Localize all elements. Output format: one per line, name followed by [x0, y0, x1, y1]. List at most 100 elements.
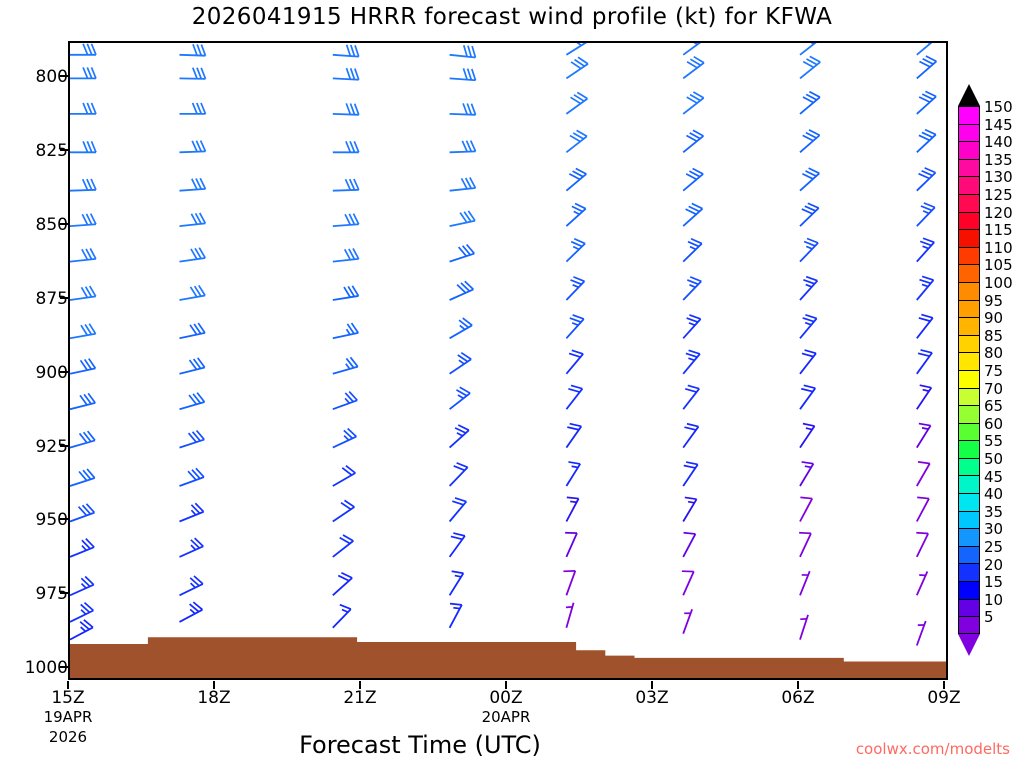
wind-barb: [70, 619, 94, 641]
wind-barb: [332, 499, 355, 523]
x-axis-tick-mark: [67, 681, 69, 689]
wind-barb: [70, 323, 97, 340]
wind-barb: [565, 314, 585, 339]
wind-barb: [916, 384, 933, 410]
wind-barb: [682, 608, 693, 635]
wind-barb: [915, 571, 929, 596]
legend-value-label: 15: [984, 573, 1004, 592]
x-axis-date-label: 20APR: [481, 708, 531, 726]
wind-barb: [448, 532, 466, 558]
legend-color-swatch: [958, 246, 980, 265]
legend-color-swatch: [958, 229, 980, 247]
x-axis-tick-mark: [943, 681, 945, 689]
x-axis-tick-label: 03Z: [635, 688, 669, 708]
wind-barb: [332, 390, 358, 411]
legend-value-label: 70: [984, 379, 1004, 398]
y-axis-tick-mark: [60, 370, 69, 373]
wind-barb: [682, 314, 702, 339]
legend-bottom-arrow-icon: [958, 634, 980, 656]
legend-value-label: 5: [984, 608, 994, 627]
wind-barb: [70, 538, 95, 558]
y-axis-tick-label: 975: [35, 584, 68, 605]
legend-value-label: 40: [984, 485, 1004, 504]
legend-color-swatch: [958, 440, 980, 458]
y-axis-tick-label: 875: [35, 288, 68, 309]
legend-value-label: 120: [984, 203, 1013, 222]
wind-barb: [332, 140, 360, 154]
wind-barb: [682, 167, 704, 192]
x-axis-tick-label: 09Z: [927, 688, 961, 708]
plot-area: [68, 41, 948, 680]
legend-value-label: 60: [984, 414, 1004, 433]
wind-barb: [916, 202, 936, 227]
wind-barb: [179, 357, 206, 375]
wind-barb: [799, 43, 822, 56]
legend-value-label: 125: [984, 186, 1013, 204]
wind-barb: [70, 575, 95, 597]
wind-barb: [332, 248, 360, 263]
wind-barb: [799, 202, 820, 227]
legend-value-label: 85: [984, 326, 1004, 345]
wind-barb: [916, 349, 933, 375]
legend-color-swatch: [958, 369, 980, 388]
legend-value-label: 115: [984, 221, 1013, 240]
wind-barb: [916, 313, 934, 339]
x-axis-tick-label: 15Z: [51, 688, 85, 708]
wind-barb: [332, 213, 360, 227]
legend-color-swatch: [958, 475, 980, 494]
legend-color-swatch: [958, 387, 980, 406]
wind-barb: [916, 43, 938, 56]
wind-barb: [799, 349, 817, 375]
wind-barb: [332, 603, 352, 629]
wind-barb: [682, 237, 703, 263]
legend-color-swatch: [958, 281, 980, 300]
legend-color-swatch: [958, 193, 980, 212]
legend-color-swatch: [958, 405, 980, 423]
legend-color-swatch: [958, 528, 980, 546]
y-axis-tick-label: 950: [35, 510, 68, 531]
wind-barb: [70, 601, 94, 623]
wind-barb: [563, 570, 577, 596]
wind-barb: [449, 317, 473, 340]
x-axis-tick-mark: [359, 681, 361, 689]
y-axis-tick-label: 1000: [24, 658, 68, 679]
wind-barb: [565, 91, 588, 115]
wind-barb: [565, 129, 588, 154]
y-axis-tick-mark: [60, 223, 69, 226]
x-axis-tick-mark: [213, 681, 215, 689]
wind-barb: [179, 102, 207, 115]
wind-barb: [179, 247, 206, 263]
legend-value-label: 90: [984, 309, 1004, 328]
legend-value-label: 100: [984, 274, 1013, 292]
wind-barb: [449, 280, 474, 301]
legend-value-label: 30: [984, 520, 1004, 539]
wind-barb: [332, 322, 359, 340]
legend-value-label: 145: [984, 115, 1013, 134]
legend-color-swatch: [958, 317, 980, 335]
wind-barb: [70, 43, 97, 56]
y-axis-tick-label: 925: [35, 436, 68, 457]
wind-barb: [799, 90, 821, 115]
wind-barb: [682, 531, 697, 558]
wind-barb: [332, 534, 354, 558]
wind-barb: [70, 358, 97, 375]
wind-barb: [565, 237, 586, 263]
y-axis-tick-label: 900: [35, 362, 68, 383]
legend-color-swatch: [958, 211, 980, 230]
wind-barb: [449, 68, 477, 82]
legend-color-swatch: [958, 581, 980, 599]
wind-barb: [916, 496, 930, 522]
legend-value-label: 110: [984, 238, 1013, 257]
y-axis: 800 825 850 875 900 925 950 975 1000: [0, 41, 69, 680]
wind-barb: [916, 422, 932, 449]
wind-barb: [179, 502, 205, 523]
wind-barb: [682, 129, 704, 153]
x-axis-date-label: 19APR: [43, 708, 93, 726]
wind-barb: [332, 67, 360, 81]
wind-barb: [179, 43, 207, 57]
legend-value-label: 10: [984, 590, 1004, 609]
legend-value-label: 140: [984, 133, 1013, 152]
source-watermark: coolwx.com/modelts: [855, 740, 1010, 758]
wind-barb: [799, 496, 814, 522]
